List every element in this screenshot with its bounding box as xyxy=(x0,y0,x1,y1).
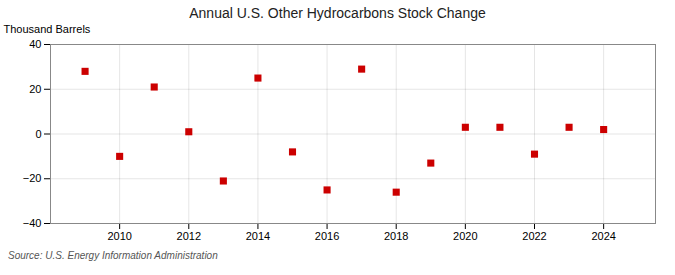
svg-text:20: 20 xyxy=(29,83,41,95)
svg-text:2022: 2022 xyxy=(522,230,546,242)
svg-text:−20: −20 xyxy=(23,172,42,184)
svg-text:40: 40 xyxy=(29,38,41,50)
svg-text:2010: 2010 xyxy=(107,230,131,242)
svg-text:2014: 2014 xyxy=(246,230,270,242)
svg-text:0: 0 xyxy=(35,128,41,140)
svg-text:2016: 2016 xyxy=(315,230,339,242)
svg-text:2012: 2012 xyxy=(177,230,201,242)
svg-text:2018: 2018 xyxy=(384,230,408,242)
html-text:Source: U.S. Energy Informatio: Source: U.S. Energy Information Administ… xyxy=(8,250,218,261)
svg-text:−40: −40 xyxy=(23,217,42,229)
svg-text:2020: 2020 xyxy=(453,230,477,242)
svg-text:Thousand Barrels: Thousand Barrels xyxy=(4,23,91,35)
html-text:Annual U.S. Other Hydrocarbons: Annual U.S. Other Hydrocarbons Stock Cha… xyxy=(189,5,486,21)
svg-text:2024: 2024 xyxy=(591,230,615,242)
